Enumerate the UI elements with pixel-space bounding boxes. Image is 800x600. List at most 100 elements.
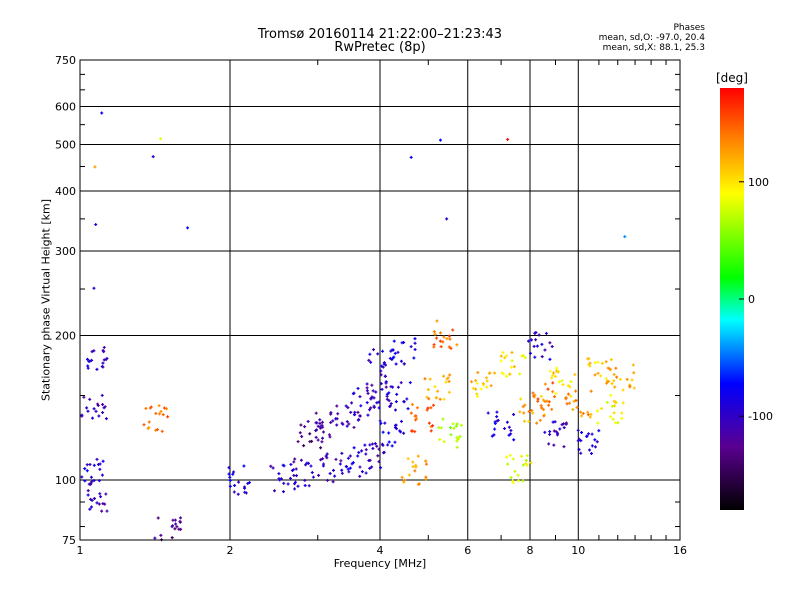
data-point bbox=[371, 389, 375, 393]
data-point bbox=[318, 421, 322, 425]
data-point bbox=[360, 449, 364, 453]
data-point bbox=[412, 356, 416, 360]
data-point bbox=[231, 472, 235, 476]
data-point bbox=[307, 484, 311, 488]
data-point bbox=[604, 377, 608, 381]
data-point bbox=[161, 413, 165, 417]
data-point bbox=[593, 445, 597, 449]
data-point bbox=[519, 397, 523, 401]
data-point bbox=[386, 443, 390, 447]
data-point bbox=[325, 456, 329, 460]
data-point bbox=[334, 457, 338, 461]
phases-o-mode: mean, sd,O: -97.0, 20.4 bbox=[598, 33, 705, 43]
data-point bbox=[413, 430, 417, 434]
data-point bbox=[553, 395, 557, 399]
data-point bbox=[516, 473, 520, 477]
data-point bbox=[86, 493, 90, 497]
data-point bbox=[574, 389, 578, 393]
data-point bbox=[586, 413, 590, 417]
data-point bbox=[379, 466, 383, 470]
data-point bbox=[556, 370, 560, 374]
data-point bbox=[90, 498, 94, 502]
data-point bbox=[367, 358, 371, 362]
data-point bbox=[503, 427, 507, 431]
data-point bbox=[335, 423, 339, 427]
data-point bbox=[608, 368, 612, 372]
x-tick-label: 10 bbox=[571, 544, 585, 557]
data-point bbox=[367, 459, 371, 463]
data-point bbox=[573, 373, 577, 377]
data-point bbox=[543, 399, 547, 403]
data-point bbox=[560, 379, 564, 383]
data-point bbox=[243, 486, 247, 490]
data-point bbox=[569, 380, 573, 384]
data-point bbox=[447, 379, 451, 383]
data-point bbox=[548, 430, 552, 434]
data-point bbox=[589, 412, 593, 416]
data-point bbox=[377, 400, 381, 404]
data-point bbox=[600, 361, 604, 365]
data-point bbox=[357, 450, 361, 454]
data-point bbox=[92, 349, 96, 353]
data-point bbox=[540, 342, 544, 346]
data-point bbox=[571, 407, 575, 411]
data-point bbox=[416, 482, 420, 486]
data-point bbox=[292, 460, 296, 464]
data-point bbox=[309, 464, 313, 468]
data-point bbox=[444, 380, 448, 384]
data-point bbox=[452, 426, 456, 430]
data-point bbox=[366, 391, 370, 395]
data-point bbox=[345, 424, 349, 428]
data-point bbox=[508, 453, 512, 457]
data-point bbox=[611, 417, 615, 421]
data-point bbox=[392, 355, 396, 359]
data-point bbox=[543, 430, 547, 434]
data-point bbox=[294, 474, 298, 478]
data-point bbox=[451, 422, 455, 426]
data-point bbox=[442, 374, 446, 378]
data-point bbox=[505, 420, 509, 424]
data-point bbox=[588, 448, 592, 452]
data-point bbox=[512, 438, 516, 442]
data-point bbox=[391, 385, 395, 389]
data-point bbox=[379, 369, 383, 373]
data-point bbox=[531, 391, 535, 395]
data-point bbox=[175, 525, 179, 529]
data-point bbox=[630, 378, 634, 382]
data-point bbox=[374, 390, 378, 394]
data-point bbox=[429, 429, 433, 433]
data-point bbox=[527, 410, 531, 414]
data-point bbox=[487, 371, 491, 375]
data-point bbox=[597, 429, 601, 433]
data-point bbox=[590, 444, 594, 448]
data-point bbox=[395, 392, 399, 396]
data-point bbox=[628, 385, 632, 389]
phases-x-mode: mean, sd,X: 88.1, 25.3 bbox=[602, 43, 705, 53]
data-point bbox=[511, 481, 515, 485]
data-point bbox=[369, 406, 373, 410]
data-point bbox=[244, 491, 248, 495]
data-point bbox=[492, 433, 496, 437]
data-point bbox=[459, 423, 463, 427]
data-point bbox=[319, 458, 323, 462]
data-point bbox=[411, 465, 415, 469]
data-point bbox=[293, 457, 297, 461]
data-point bbox=[299, 458, 303, 462]
data-point bbox=[228, 475, 232, 479]
data-point bbox=[377, 447, 381, 451]
data-point bbox=[101, 361, 105, 365]
data-point bbox=[314, 421, 318, 425]
data-point bbox=[555, 366, 559, 370]
data-point bbox=[317, 473, 321, 477]
data-point bbox=[159, 137, 163, 141]
data-point bbox=[503, 356, 507, 360]
data-point bbox=[379, 382, 383, 386]
data-point bbox=[587, 363, 591, 367]
data-point bbox=[406, 407, 410, 411]
data-point bbox=[410, 429, 414, 433]
data-point bbox=[485, 379, 489, 383]
data-point bbox=[615, 375, 619, 379]
data-point bbox=[243, 490, 247, 494]
data-point bbox=[95, 367, 99, 371]
data-point bbox=[541, 408, 545, 412]
